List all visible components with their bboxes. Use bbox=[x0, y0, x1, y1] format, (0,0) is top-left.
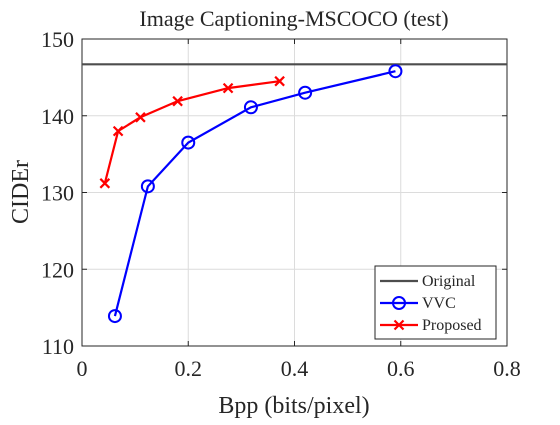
legend-item-proposed: Proposed bbox=[380, 317, 482, 334]
data-point-proposed bbox=[274, 75, 285, 87]
data-point-vvc bbox=[298, 85, 313, 100]
x-tick-label: 0.2 bbox=[175, 356, 203, 381]
y-tick-label: 120 bbox=[41, 257, 74, 282]
x-tick-label: 0 bbox=[77, 356, 88, 381]
x-axis-title: Bpp (bits/pixel) bbox=[218, 393, 369, 419]
series-proposed bbox=[99, 75, 285, 189]
x-tick-label: 0.6 bbox=[387, 356, 415, 381]
y-axis-ticks: 110 120 130 140 150 bbox=[41, 27, 507, 359]
data-point-vvc bbox=[107, 309, 122, 324]
legend: Original VVC Proposed bbox=[374, 265, 497, 340]
series-line-proposed bbox=[103, 80, 280, 184]
legend-marker-proposed bbox=[393, 319, 405, 331]
data-point-vvc bbox=[140, 179, 155, 194]
data-point-vvc bbox=[388, 64, 403, 79]
y-tick-label: 150 bbox=[41, 27, 74, 52]
x-tick-label: 0.4 bbox=[281, 356, 309, 381]
series-group bbox=[82, 63, 507, 324]
data-point-proposed bbox=[99, 178, 111, 189]
data-point-proposed bbox=[112, 125, 124, 137]
chart-title: Image Captioning-MSCOCO (test) bbox=[139, 6, 448, 31]
data-point-vvc bbox=[181, 135, 196, 150]
data-point-vvc bbox=[243, 100, 258, 115]
data-point-proposed bbox=[135, 112, 146, 123]
legend-label-proposed: Proposed bbox=[422, 317, 482, 334]
data-point-proposed bbox=[222, 82, 234, 94]
y-tick-label: 110 bbox=[42, 334, 74, 359]
legend-item-vvc: VVC bbox=[380, 295, 456, 312]
legend-items: Original VVC Proposed bbox=[380, 273, 482, 334]
series-line-vvc bbox=[113, 70, 396, 317]
y-tick-label: 130 bbox=[41, 181, 74, 206]
series-vvc bbox=[107, 64, 403, 324]
x-tick-label: 0.8 bbox=[493, 356, 521, 381]
y-tick-label: 140 bbox=[41, 104, 74, 129]
legend-label-original: Original bbox=[422, 273, 476, 290]
y-axis-title: CIDEr bbox=[8, 160, 34, 224]
data-point-proposed bbox=[172, 95, 183, 107]
x-axis-ticks: 0 0.2 0.4 0.6 0.8 bbox=[77, 39, 521, 381]
legend-label-vvc: VVC bbox=[422, 295, 456, 312]
legend-marker-vvc bbox=[392, 296, 406, 310]
legend-item-original: Original bbox=[380, 273, 476, 290]
